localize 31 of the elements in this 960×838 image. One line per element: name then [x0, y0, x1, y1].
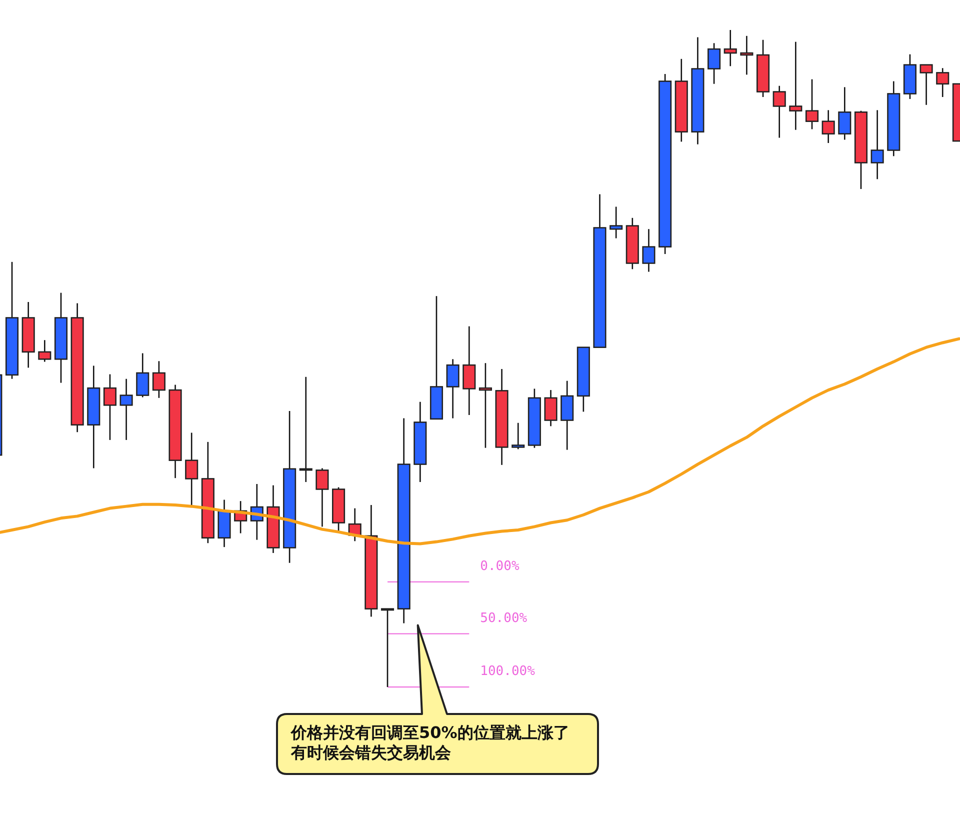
candlestick [724, 29, 737, 67]
candlestick [838, 86, 852, 140]
candlestick [936, 67, 950, 98]
text: 价格并没有回调至50%的位置就上涨了有时候会错失交易机会 [290, 723, 570, 762]
annotation: 0.00% [480, 558, 520, 574]
annotation: 100.00% [480, 664, 536, 679]
candlestick [789, 41, 802, 131]
candlestick [152, 360, 166, 399]
candlestick [185, 432, 198, 508]
candlestick [380, 608, 394, 688]
candlestick [920, 64, 933, 106]
candlestick [446, 358, 460, 419]
candlestick [610, 206, 623, 239]
candlestick [316, 468, 329, 528]
candlestick [120, 378, 133, 441]
candlestick [512, 422, 525, 450]
candlestick [462, 326, 476, 416]
candlestick [870, 110, 884, 180]
candlestick [642, 228, 656, 272]
candlestick [822, 110, 835, 144]
candlestick [708, 42, 721, 85]
candlestick [103, 374, 116, 441]
candlestick [805, 78, 819, 130]
candlestick [544, 389, 558, 427]
candlestick [740, 35, 754, 76]
candlestick [299, 376, 312, 483]
candlestick [772, 85, 786, 138]
candlestick [38, 339, 52, 362]
candlestick [478, 362, 492, 448]
candlestick [136, 352, 150, 398]
annotation: 50.00% [480, 610, 528, 626]
